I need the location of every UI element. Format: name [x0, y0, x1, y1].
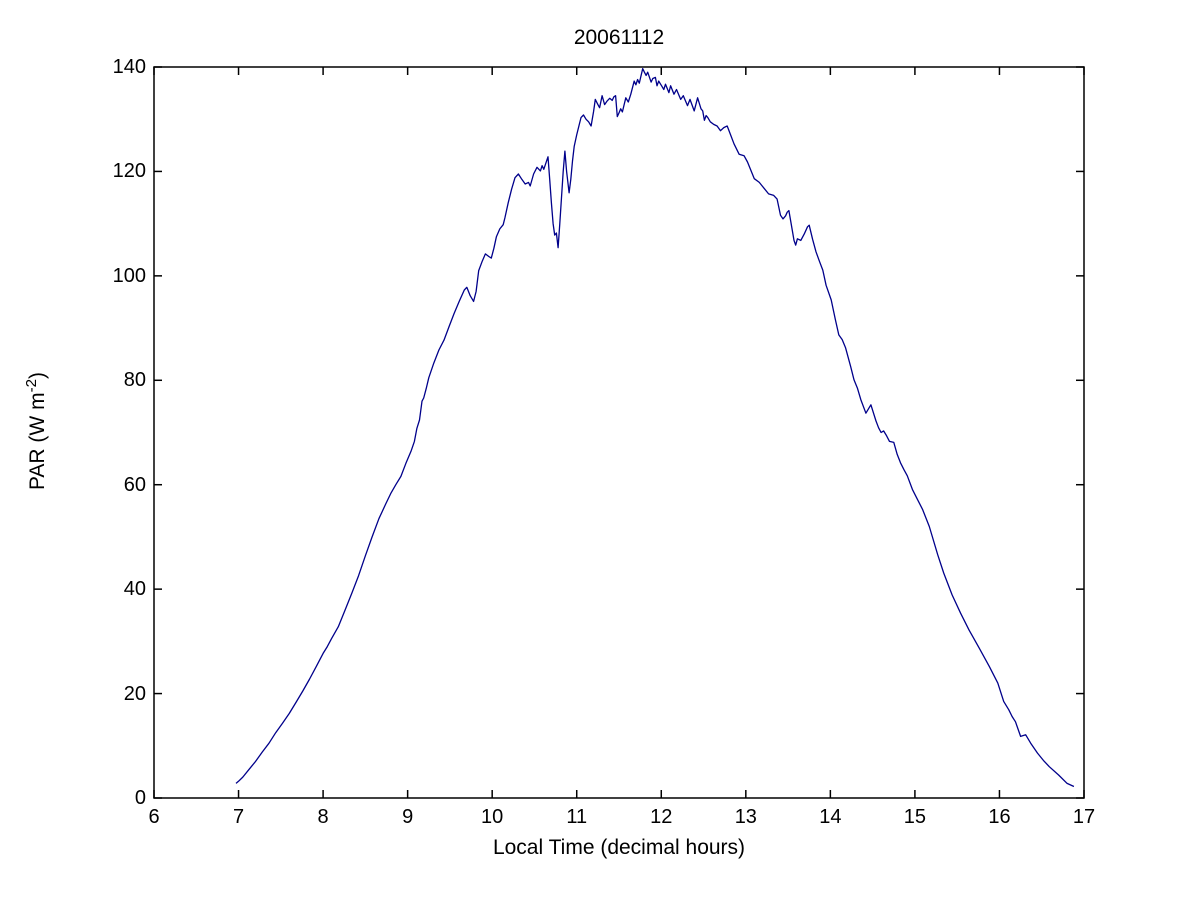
y-axis-label-suffix: )	[26, 371, 49, 379]
y-axis-label-superscript: -2	[23, 378, 41, 393]
x-tick-label: 12	[650, 806, 673, 828]
y-tick-label: 120	[112, 160, 146, 183]
y-tick-label: 40	[123, 578, 146, 601]
x-tick-label: 11	[566, 806, 588, 828]
x-tick-label: 15	[903, 806, 927, 828]
y-tick-label: 140	[112, 56, 146, 78]
y-axis-label: PAR (W m-2)	[23, 296, 50, 566]
x-tick-label: 16	[988, 806, 1011, 828]
y-tick-label: 20	[123, 682, 146, 705]
x-tick-label: 8	[317, 806, 329, 828]
y-tick-label: 0	[134, 787, 146, 809]
x-tick-label: 7	[232, 806, 245, 828]
x-axis-label: Local Time (decimal hours)	[492, 836, 746, 859]
x-tick-label: 10	[481, 806, 504, 828]
par-data-line	[235, 67, 1075, 788]
x-tick-label: 6	[148, 806, 160, 828]
y-tick-label: 100	[112, 264, 146, 287]
y-tick-label: 60	[123, 473, 146, 496]
x-tick-label: 9	[402, 806, 414, 828]
x-tick-label: 17	[1072, 806, 1096, 828]
y-tick-label: 80	[123, 369, 146, 392]
x-tick-label: 14	[819, 806, 842, 828]
axes-box	[153, 66, 1085, 799]
chart-title: 20061112	[573, 26, 665, 49]
x-tick-label: 13	[734, 806, 757, 828]
y-axis-label-prefix: PAR (W m	[26, 392, 49, 491]
